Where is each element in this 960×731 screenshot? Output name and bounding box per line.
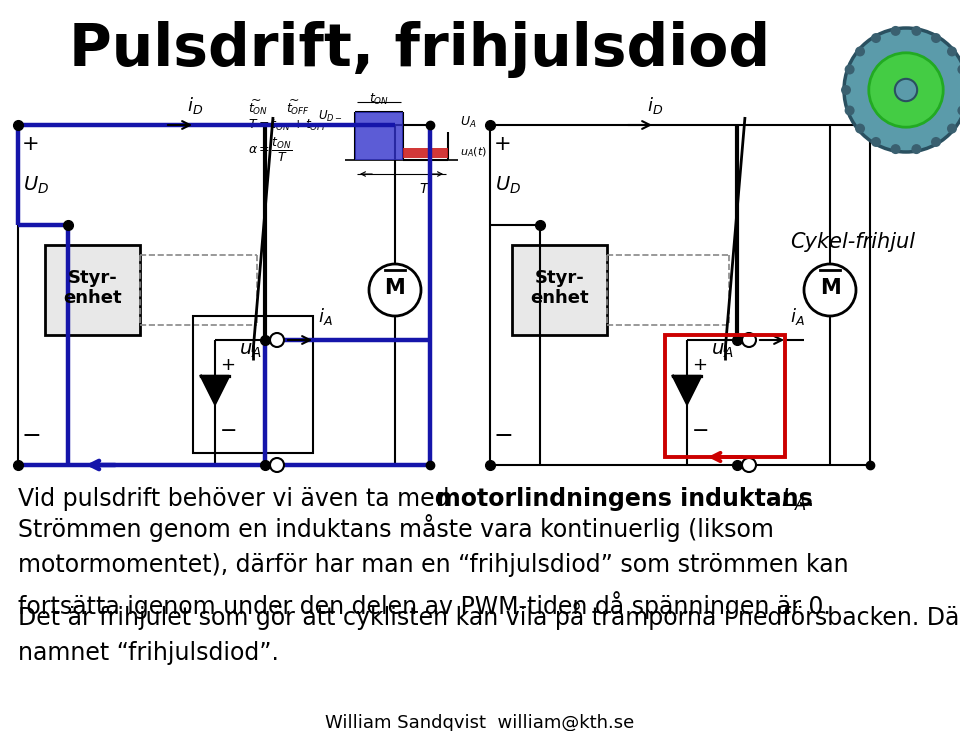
Text: $i_D$: $i_D$ <box>647 95 663 116</box>
Circle shape <box>957 64 960 75</box>
Text: $U_A$: $U_A$ <box>460 115 476 129</box>
Circle shape <box>804 264 856 316</box>
Circle shape <box>742 458 756 472</box>
Bar <box>665 335 785 457</box>
Text: $U_D$: $U_D$ <box>23 175 49 196</box>
Text: $U_D$: $U_D$ <box>495 175 521 196</box>
Text: William Sandqvist  william@kth.se: William Sandqvist william@kth.se <box>325 714 635 731</box>
Circle shape <box>871 33 881 43</box>
Text: $t_{OFF}$: $t_{OFF}$ <box>286 102 310 117</box>
Text: Cykel-frihjul: Cykel-frihjul <box>790 232 915 252</box>
Text: $u_A(t)$: $u_A(t)$ <box>460 145 487 159</box>
Text: $T$: $T$ <box>420 182 431 196</box>
Text: +: + <box>494 134 512 154</box>
Text: Strömmen genom en induktans måste vara kontinuerlig (liksom
motormomentet), därf: Strömmen genom en induktans måste vara k… <box>18 514 849 619</box>
Text: $t_{ON}$: $t_{ON}$ <box>248 102 268 117</box>
Text: Pulsdrift, frihjulsdiod: Pulsdrift, frihjulsdiod <box>69 21 771 78</box>
Circle shape <box>270 333 284 347</box>
Text: $L_A$.: $L_A$. <box>774 487 813 513</box>
Text: Styr-
enhet: Styr- enhet <box>530 268 588 308</box>
Text: −: − <box>692 421 709 441</box>
Bar <box>512 245 607 335</box>
Circle shape <box>947 124 957 134</box>
Circle shape <box>855 47 865 56</box>
Circle shape <box>931 33 941 43</box>
Circle shape <box>845 105 854 115</box>
Text: M: M <box>820 278 840 298</box>
Bar <box>193 316 313 453</box>
Circle shape <box>742 333 756 347</box>
Text: $i_D$: $i_D$ <box>187 95 204 116</box>
Circle shape <box>891 144 900 154</box>
Circle shape <box>947 47 957 56</box>
Circle shape <box>845 64 854 75</box>
Text: ~: ~ <box>289 94 300 107</box>
Circle shape <box>911 144 922 154</box>
Circle shape <box>931 137 941 147</box>
Text: M: M <box>385 278 405 298</box>
Text: $\alpha = \dfrac{t_{ON}}{T}$: $\alpha = \dfrac{t_{ON}}{T}$ <box>248 136 292 164</box>
Circle shape <box>369 264 421 316</box>
Polygon shape <box>201 376 229 404</box>
Circle shape <box>841 85 851 95</box>
Bar <box>45 245 140 335</box>
Text: $i_A$: $i_A$ <box>318 306 332 327</box>
Text: −: − <box>220 421 237 441</box>
Polygon shape <box>673 376 701 404</box>
Text: −: − <box>22 424 41 448</box>
Text: $u_A$: $u_A$ <box>710 341 733 360</box>
Bar <box>403 148 448 158</box>
Circle shape <box>957 105 960 115</box>
Text: ~: ~ <box>251 94 261 107</box>
Circle shape <box>911 26 922 36</box>
Circle shape <box>844 28 960 152</box>
Text: +: + <box>220 356 235 374</box>
Text: Styr-
enhet: Styr- enhet <box>63 268 122 308</box>
Text: +: + <box>22 134 39 154</box>
Text: $T = t_{ON} + t_{OFF}$: $T = t_{ON} + t_{OFF}$ <box>248 118 329 133</box>
Text: $t_{ON}$: $t_{ON}$ <box>369 92 389 107</box>
Circle shape <box>270 458 284 472</box>
Text: $u_A$: $u_A$ <box>239 341 261 360</box>
Circle shape <box>855 124 865 134</box>
Text: motorlindningens induktans: motorlindningens induktans <box>436 487 813 511</box>
Bar <box>355 112 403 160</box>
Text: Vid pulsdrift behöver vi även ta med: Vid pulsdrift behöver vi även ta med <box>18 487 457 511</box>
Circle shape <box>871 137 881 147</box>
Text: Det är frihjulet som gör att cyklisten kan vila på tramporna i nedförsbacken. Dä: Det är frihjulet som gör att cyklisten k… <box>18 602 960 665</box>
Circle shape <box>891 26 900 36</box>
Circle shape <box>869 53 943 127</box>
Text: $U_{D-}$: $U_{D-}$ <box>319 108 343 124</box>
Text: −: − <box>494 424 514 448</box>
Circle shape <box>895 79 917 101</box>
Text: +: + <box>692 356 707 374</box>
Text: $i_A$: $i_A$ <box>790 306 804 327</box>
